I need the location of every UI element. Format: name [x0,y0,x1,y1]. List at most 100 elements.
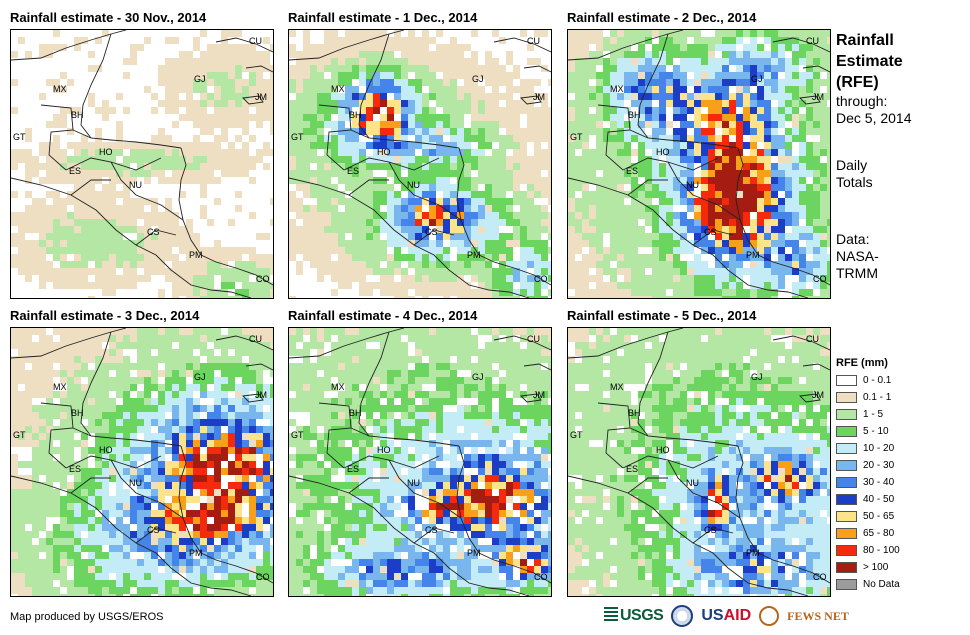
rainfall-cell [582,79,589,86]
rainfall-cell [81,503,88,510]
rainfall-cell [527,233,534,240]
rainfall-cell [436,114,443,121]
rainfall-cell [88,524,95,531]
rainfall-cell [95,233,102,240]
rainfall-cell [771,170,778,177]
rainfall-cell [513,219,520,226]
rainfall-cell [235,275,242,282]
rainfall-cell [172,489,179,496]
rainfall-cell [701,135,708,142]
rainfall-cell [256,503,263,510]
rainfall-cell [548,219,551,226]
rainfall-cell [18,433,25,440]
rainfall-cell [457,282,464,289]
rainfall-cell [729,198,736,205]
rainfall-cell [785,65,792,72]
rainfall-cell [792,128,799,135]
rainfall-cell [88,184,95,191]
rainfall-cell [60,170,67,177]
rainfall-cell [715,254,722,261]
rainfall-cell [228,296,235,298]
rainfall-cell [109,233,116,240]
rainfall-cell [373,93,380,100]
rainfall-cell [687,93,694,100]
rainfall-cell [617,184,624,191]
rainfall-cell [53,447,60,454]
rainfall-cell [46,370,53,377]
rainfall-cell [659,177,666,184]
rainfall-cell [256,517,263,524]
rainfall-cell [172,552,179,559]
rainfall-cell [116,573,123,580]
rainfall-cell [53,212,60,219]
rainfall-cell [74,398,81,405]
rainfall-cell [116,282,123,289]
rainfall-cell [722,261,729,268]
rainfall-cell [207,545,214,552]
rainfall-cell [81,587,88,594]
rainfall-cell [331,289,338,296]
rainfall-cell [11,545,18,552]
rainfall-cell [359,121,366,128]
rainfall-cell [422,163,429,170]
rainfall-cell [764,198,771,205]
rainfall-cell [289,342,296,349]
rainfall-cell [548,289,551,296]
rainfall-cell [415,121,422,128]
rainfall-cell [95,107,102,114]
rainfall-cell [603,44,610,51]
rainfall-cell [46,342,53,349]
rainfall-cell [317,349,324,356]
rainfall-cell [359,226,366,233]
rainfall-cell [352,128,359,135]
rainfall-cell [158,517,165,524]
rainfall-cell [701,226,708,233]
rainfall-cell [158,128,165,135]
rainfall-cell [345,170,352,177]
rainfall-cell [457,107,464,114]
rainfall-cell [158,384,165,391]
rainfall-cell [638,261,645,268]
rainfall-cell [317,254,324,261]
rainfall-cell [757,121,764,128]
rainfall-cell [39,51,46,58]
rainfall-cell [53,254,60,261]
rainfall-cell [151,142,158,149]
rainfall-cell [506,198,513,205]
rainfall-cell [422,240,429,247]
rainfall-cell [499,233,506,240]
rainfall-cell [548,79,551,86]
rainfall-cell [32,454,39,461]
rainfall-cell [102,559,109,566]
rainfall-cell [694,93,701,100]
rainfall-cell [527,212,534,219]
rainfall-cell [109,426,116,433]
rainfall-cell [471,342,478,349]
rainfall-cell [46,356,53,363]
rainfall-cell [694,65,701,72]
rainfall-cell [303,219,310,226]
rainfall-cell [109,275,116,282]
rainfall-cell [729,177,736,184]
rainfall-cell [575,142,582,149]
rainfall-cell [53,275,60,282]
rainfall-cell [750,121,757,128]
rainfall-cell [352,58,359,65]
rainfall-cell [221,79,228,86]
rainfall-cell [116,226,123,233]
rainfall-cell [366,233,373,240]
rainfall-cell [513,65,520,72]
rainfall-cell [289,149,296,156]
rainfall-cell [303,149,310,156]
rainfall-cell [193,356,200,363]
rainfall-cell [81,282,88,289]
rainfall-cell [708,184,715,191]
rainfall-cell [249,433,256,440]
rainfall-cell [806,219,813,226]
rainfall-cell [631,226,638,233]
rainfall-cell [359,51,366,58]
rainfall-cell [806,191,813,198]
rainfall-cell [179,594,186,596]
rainfall-cell [242,468,249,475]
rainfall-cell [214,489,221,496]
